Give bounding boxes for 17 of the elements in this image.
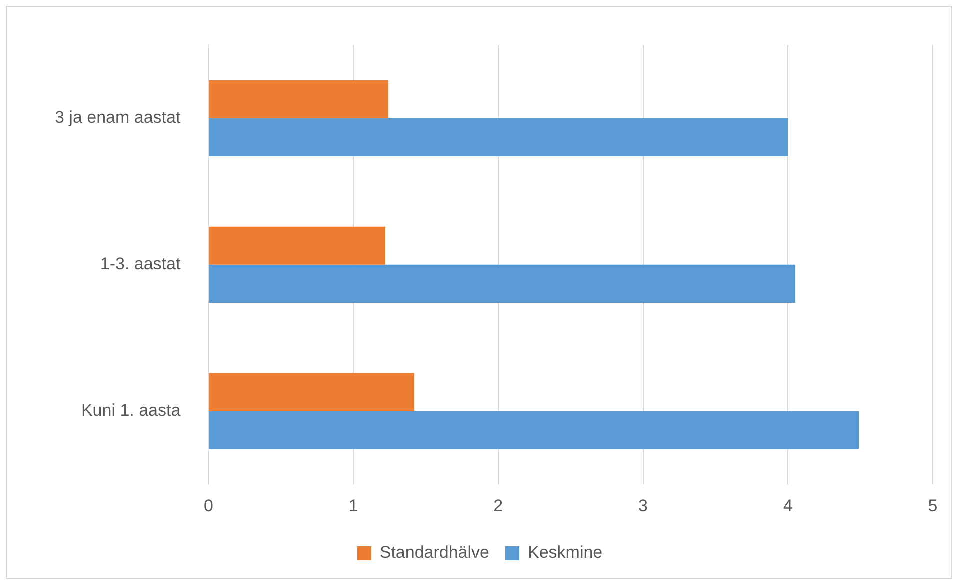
bar	[209, 80, 388, 118]
bar	[209, 118, 788, 157]
bar	[209, 411, 860, 450]
y-tick-label: 1-3. aastat	[100, 254, 181, 274]
legend-label: Keskmine	[528, 543, 603, 562]
x-tick-label: 0	[204, 496, 214, 516]
legend-label: Standardhälve	[380, 543, 490, 562]
x-tick-label: 1	[348, 496, 358, 516]
bar	[209, 373, 414, 412]
y-tick-label: Kuni 1. aasta	[81, 401, 182, 420]
x-tick-label: 4	[783, 496, 793, 516]
x-tick-label: 2	[494, 496, 504, 516]
x-tick-label: 3	[638, 496, 648, 516]
x-tick-label: 5	[928, 496, 938, 516]
bar	[209, 264, 796, 303]
bar	[209, 226, 386, 265]
y-tick-label: 3 ja enam aastat	[54, 108, 181, 128]
